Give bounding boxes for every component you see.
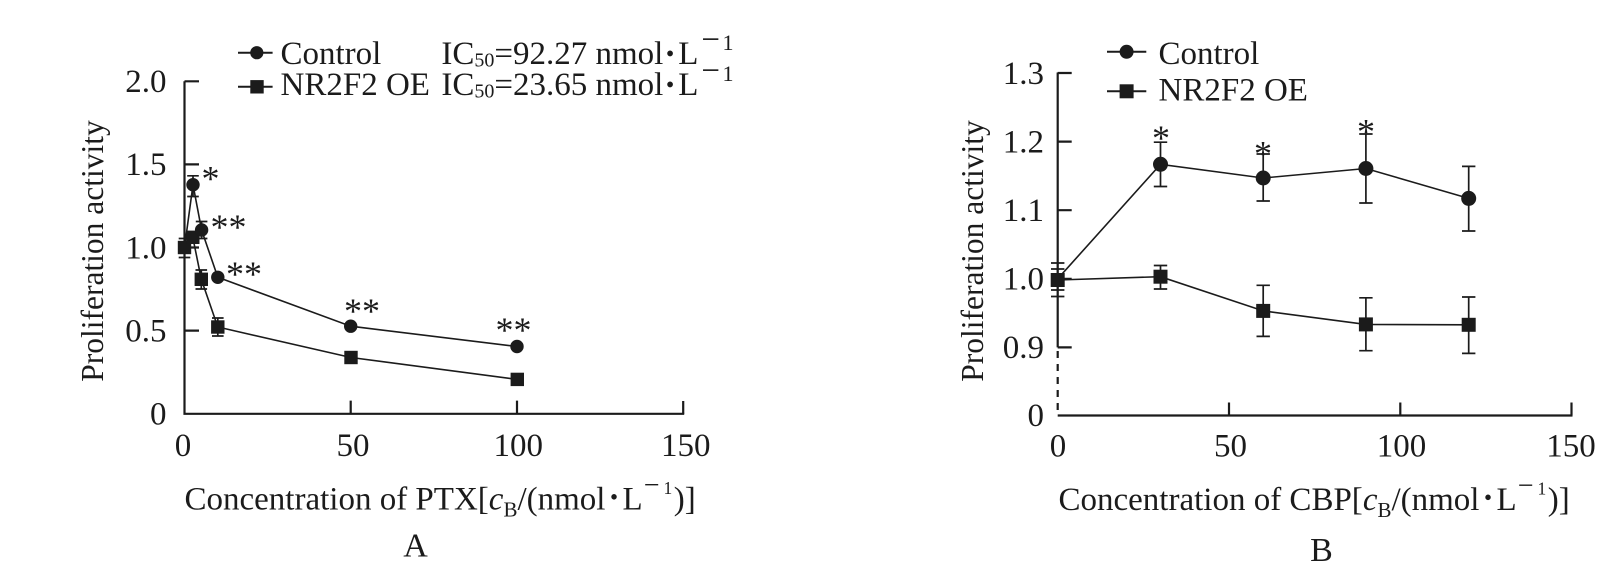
svg-text:100: 100 bbox=[494, 428, 544, 464]
svg-text:1.1: 1.1 bbox=[1003, 193, 1044, 229]
svg-text:B: B bbox=[1310, 532, 1333, 569]
svg-text:**: ** bbox=[344, 291, 380, 331]
svg-text:1.0: 1.0 bbox=[125, 230, 166, 266]
svg-text:A: A bbox=[403, 528, 428, 565]
svg-text:50: 50 bbox=[337, 428, 370, 464]
svg-text:0.5: 0.5 bbox=[125, 313, 166, 349]
svg-text:Proliferation activity: Proliferation activity bbox=[75, 120, 110, 382]
svg-text:2.0: 2.0 bbox=[125, 64, 166, 100]
svg-text:100: 100 bbox=[1377, 429, 1427, 465]
svg-text:*: * bbox=[1152, 118, 1170, 158]
svg-text:**: ** bbox=[211, 207, 247, 247]
svg-text:Proliferation activity: Proliferation activity bbox=[955, 120, 990, 382]
svg-text:0: 0 bbox=[150, 397, 167, 433]
svg-text:IC50=92.27 nmol•L−1: IC50=92.27 nmol • L− 1 bbox=[441, 22, 733, 72]
svg-text:NR2F2 OE: NR2F2 OE bbox=[1159, 72, 1308, 108]
svg-text:1.0: 1.0 bbox=[1003, 262, 1044, 298]
svg-text:1.5: 1.5 bbox=[125, 147, 166, 183]
svg-text:Control: Control bbox=[1159, 36, 1260, 72]
svg-text:Concentration of PTX[cB/(nmol•: Concentration of PTX[cB/(nmol • L− 1)] bbox=[185, 470, 696, 522]
svg-text:Control: Control bbox=[281, 36, 382, 72]
svg-text:*: * bbox=[1357, 112, 1375, 152]
svg-text:0: 0 bbox=[1050, 429, 1067, 465]
svg-text:**: ** bbox=[496, 310, 532, 350]
svg-text:1.2: 1.2 bbox=[1003, 124, 1044, 160]
svg-text:150: 150 bbox=[661, 428, 711, 464]
svg-text:**: ** bbox=[226, 254, 262, 294]
svg-text:0.9: 0.9 bbox=[1003, 330, 1044, 366]
svg-text:*: * bbox=[202, 159, 220, 199]
svg-text:Concentration of CBP[cB/(nmol•: Concentration of CBP[cB/(nmol • L− 1)] bbox=[1059, 471, 1570, 523]
svg-text:150: 150 bbox=[1546, 429, 1596, 465]
svg-text:50: 50 bbox=[1214, 429, 1247, 465]
svg-text:0: 0 bbox=[175, 428, 192, 464]
svg-text:*: * bbox=[1254, 134, 1272, 174]
svg-text:0: 0 bbox=[1028, 398, 1045, 434]
svg-text:NR2F2 OE: NR2F2 OE bbox=[281, 67, 430, 103]
svg-text:1.3: 1.3 bbox=[1003, 56, 1044, 92]
